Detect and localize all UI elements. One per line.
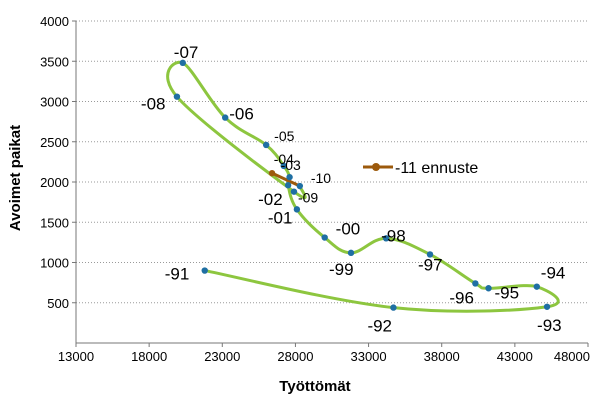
y-tick-label: 1000 <box>40 256 69 271</box>
point-label: -94 <box>541 264 566 283</box>
point-label: -02 <box>258 190 283 209</box>
point-marker <box>347 249 355 257</box>
point-marker <box>290 188 298 195</box>
forecast-marker <box>268 169 276 177</box>
point-marker <box>382 235 390 242</box>
point-label: -93 <box>537 316 562 335</box>
point-marker <box>222 114 229 121</box>
point-label: -07 <box>174 43 199 62</box>
y-tick-label: 2000 <box>40 175 69 190</box>
x-tick-label: 13000 <box>58 349 94 364</box>
point-marker <box>293 206 301 213</box>
point-label: -01 <box>268 208 293 227</box>
point-label: -95 <box>495 283 520 302</box>
y-tick-label: 2500 <box>40 135 69 150</box>
point-marker <box>286 173 293 181</box>
point-label: -92 <box>367 317 392 336</box>
series-line <box>166 60 560 313</box>
x-tick-label: 43000 <box>497 349 533 364</box>
gridlines <box>76 20 588 304</box>
axes <box>72 20 589 347</box>
legend-label: -11 ennuste <box>395 160 478 177</box>
point-label: -06 <box>229 105 254 124</box>
x-tick-label: 38000 <box>424 349 460 364</box>
point-marker <box>201 267 208 274</box>
series-markers <box>173 59 551 311</box>
forecast-line <box>271 171 301 188</box>
point-marker <box>296 182 304 190</box>
y-tick-label: 4000 <box>40 14 69 29</box>
point-marker <box>179 59 186 67</box>
point-label: -99 <box>329 260 354 279</box>
point-label: -97 <box>418 255 443 274</box>
x-tick-label: 48000 <box>554 349 590 364</box>
point-label: -00 <box>336 220 361 239</box>
y-axis-title: Avoimet paikat <box>7 125 24 231</box>
point-label: -09 <box>298 190 318 206</box>
x-axis-title: Työttömät <box>279 378 350 394</box>
y-tick-label: 3000 <box>40 95 69 110</box>
point-marker <box>472 280 479 287</box>
point-marker <box>173 93 181 100</box>
point-label: -05 <box>274 128 294 144</box>
y-tick-label: 1500 <box>40 215 69 230</box>
point-marker <box>280 162 287 170</box>
series-main <box>166 60 560 313</box>
legend: -11 ennuste <box>363 160 478 177</box>
point-marker <box>262 141 270 149</box>
x-tick-labels: 13000 18000 23000 28000 33000 38000 43000 48000 <box>58 349 590 364</box>
y-tick-labels: 500 1000 1500 2000 2500 3000 3500 4000 <box>40 14 69 311</box>
x-tick-label: 18000 <box>131 349 167 364</box>
point-label: -98 <box>381 226 406 245</box>
x-tick-label: 33000 <box>350 349 386 364</box>
point-label: -10 <box>311 170 331 186</box>
point-marker <box>321 234 328 241</box>
series-forecast <box>271 171 301 188</box>
point-marker <box>543 303 551 310</box>
point-marker <box>426 251 434 258</box>
point-labels: -91-92 -93-94-95-96-97-98-99-00-01-02-03-… <box>141 43 565 336</box>
point-marker <box>284 182 292 189</box>
y-tick-label: 500 <box>47 296 69 311</box>
y-tick-label: 3500 <box>40 54 69 69</box>
point-label: -03 <box>281 157 301 173</box>
point-label: -96 <box>449 288 474 307</box>
point-label: -04 <box>274 151 294 167</box>
legend-marker <box>372 163 380 171</box>
point-label: -08 <box>141 95 166 114</box>
x-tick-label: 23000 <box>204 349 240 364</box>
point-marker <box>390 304 397 311</box>
point-marker <box>485 285 492 292</box>
point-label: -91 <box>165 265 190 284</box>
x-tick-label: 28000 <box>277 349 313 364</box>
point-marker <box>533 283 540 290</box>
